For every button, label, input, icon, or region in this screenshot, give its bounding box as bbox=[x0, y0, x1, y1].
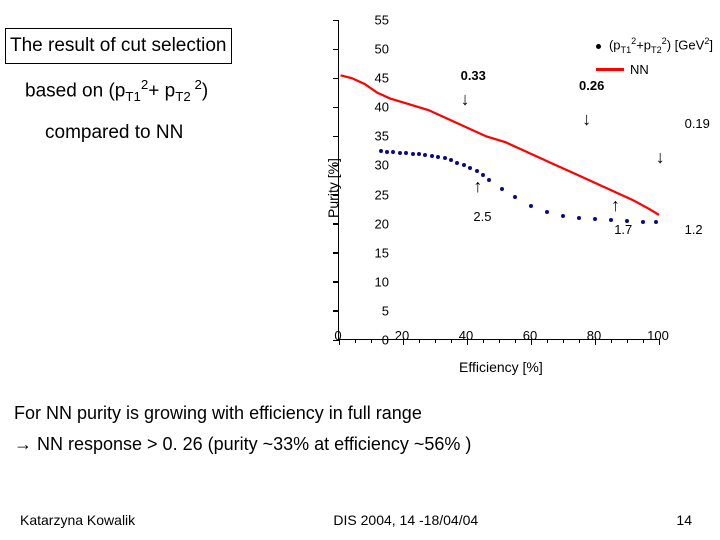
title-line3: compared to NN bbox=[45, 118, 285, 148]
y-tick-label: 15 bbox=[375, 245, 389, 260]
scatter-point bbox=[545, 210, 549, 214]
legend-line-icon bbox=[596, 68, 624, 71]
arrow-icon: ↓ bbox=[461, 90, 470, 108]
t2-sub1: T1 bbox=[125, 90, 141, 105]
arrow-icon: ↓ bbox=[582, 110, 591, 128]
y-tick-label: 45 bbox=[375, 71, 389, 86]
scatter-point bbox=[455, 161, 459, 165]
y-tick-label: 0 bbox=[382, 333, 389, 348]
legend: (pT12+pT22) [GeV2] NN bbox=[596, 35, 713, 81]
chart-annotation: 1.2 bbox=[685, 222, 703, 237]
t2-sup2: 2 bbox=[194, 77, 201, 92]
scatter-point bbox=[423, 153, 427, 157]
footer-author: Katarzyna Kowalik bbox=[20, 512, 135, 528]
scatter-point bbox=[468, 166, 472, 170]
x-tick-label: 40 bbox=[459, 328, 473, 343]
t2-mid: + p bbox=[148, 81, 175, 102]
y-tick-label: 50 bbox=[375, 42, 389, 57]
scatter-point bbox=[654, 220, 658, 224]
x-axis-title: Efficiency [%] bbox=[459, 359, 543, 375]
chart-annotation: 1.7 bbox=[614, 222, 632, 237]
chart-annotation: 0.19 bbox=[685, 116, 710, 131]
scatter-point bbox=[404, 151, 408, 155]
plot-box: 0.330.260.192.51.71.2↓↓↓↑↑ Purity [%] Ef… bbox=[338, 20, 658, 340]
y-tick-label: 10 bbox=[375, 274, 389, 289]
scatter-point bbox=[449, 158, 453, 162]
conclusion-line1: For NN purity is growing with efficiency… bbox=[14, 398, 471, 429]
y-tick-label: 30 bbox=[375, 158, 389, 173]
x-tick-label: 80 bbox=[587, 328, 601, 343]
scatter-point bbox=[411, 152, 415, 156]
title-line2: based on (pT12+ pT2 2) bbox=[25, 74, 285, 107]
scatter-point bbox=[443, 156, 447, 160]
chart-annotation: 0.33 bbox=[461, 68, 486, 83]
scatter-point bbox=[487, 178, 491, 182]
scatter-point bbox=[475, 169, 479, 173]
scatter-point bbox=[577, 216, 581, 220]
legend-cut: (pT12+pT22) [GeV2] bbox=[596, 35, 713, 58]
scatter-point bbox=[561, 214, 565, 218]
scatter-point bbox=[593, 217, 597, 221]
scatter-point bbox=[500, 187, 504, 191]
scatter-point bbox=[641, 220, 645, 224]
y-tick-label: 55 bbox=[375, 13, 389, 28]
arrow-icon: ↓ bbox=[656, 148, 665, 166]
y-tick-label: 40 bbox=[375, 100, 389, 115]
scatter-point bbox=[430, 154, 434, 158]
legend-dot-icon bbox=[596, 44, 601, 49]
scatter-point bbox=[379, 149, 383, 153]
title-line1: The result of cut selection bbox=[5, 28, 232, 64]
scatter-point bbox=[609, 218, 613, 222]
t2-pre: based on (p bbox=[25, 81, 125, 102]
arrow-icon: ↑ bbox=[473, 177, 482, 195]
chart: 0.330.260.192.51.71.2↓↓↓↑↑ Purity [%] Ef… bbox=[290, 5, 715, 375]
scatter-point bbox=[391, 150, 395, 154]
t2-sub2: T2 bbox=[175, 90, 194, 105]
footer: Katarzyna Kowalik DIS 2004, 14 -18/04/04… bbox=[0, 512, 720, 528]
x-tick-label: 0 bbox=[334, 328, 341, 343]
y-axis-title: Purity [%] bbox=[325, 158, 341, 218]
t2-post: ) bbox=[202, 81, 208, 102]
scatter-point bbox=[529, 204, 533, 208]
title-block: The result of cut selection based on (pT… bbox=[5, 28, 285, 148]
legend-cut-label: (pT12+pT22) [GeV2] bbox=[609, 35, 713, 58]
x-tick-label: 60 bbox=[523, 328, 537, 343]
chart-annotation: 2.5 bbox=[473, 209, 491, 224]
y-tick-label: 5 bbox=[382, 303, 389, 318]
scatter-point bbox=[417, 152, 421, 156]
y-tick-label: 25 bbox=[375, 187, 389, 202]
conclusion-line2: → NN response > 0. 26 (purity ~33% at ef… bbox=[14, 429, 471, 460]
footer-page-number: 14 bbox=[676, 512, 692, 528]
legend-nn-label: NN bbox=[630, 60, 649, 80]
footer-conference: DIS 2004, 14 -18/04/04 bbox=[333, 512, 478, 528]
scatter-point bbox=[398, 151, 402, 155]
x-tick-label: 20 bbox=[395, 328, 409, 343]
x-tick-label: 100 bbox=[647, 328, 669, 343]
scatter-point bbox=[436, 155, 440, 159]
y-tick-label: 20 bbox=[375, 216, 389, 231]
scatter-point bbox=[385, 150, 389, 154]
conclusion-text: For NN purity is growing with efficiency… bbox=[14, 398, 471, 459]
y-tick-label: 35 bbox=[375, 129, 389, 144]
legend-nn: NN bbox=[596, 60, 713, 80]
scatter-point bbox=[513, 195, 517, 199]
arrow-icon: ↑ bbox=[611, 196, 620, 214]
scatter-point bbox=[462, 163, 466, 167]
